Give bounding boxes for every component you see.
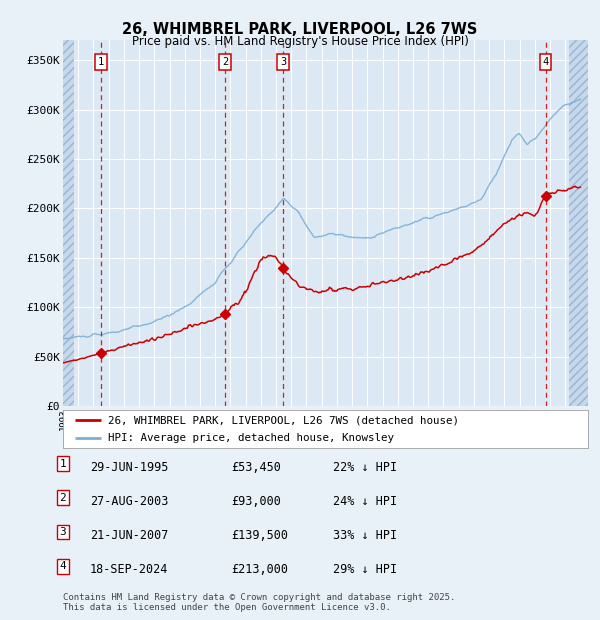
- Text: £139,500: £139,500: [231, 529, 288, 542]
- Text: £93,000: £93,000: [231, 495, 281, 508]
- Text: 29-JUN-1995: 29-JUN-1995: [90, 461, 169, 474]
- Text: 29% ↓ HPI: 29% ↓ HPI: [333, 563, 397, 576]
- Text: 22% ↓ HPI: 22% ↓ HPI: [333, 461, 397, 474]
- Text: 26, WHIMBREL PARK, LIVERPOOL, L26 7WS: 26, WHIMBREL PARK, LIVERPOOL, L26 7WS: [122, 22, 478, 37]
- Text: 3: 3: [280, 57, 286, 67]
- Text: 21-JUN-2007: 21-JUN-2007: [90, 529, 169, 542]
- Text: 18-SEP-2024: 18-SEP-2024: [90, 563, 169, 576]
- Text: 1: 1: [98, 57, 104, 67]
- Text: Price paid vs. HM Land Registry's House Price Index (HPI): Price paid vs. HM Land Registry's House …: [131, 35, 469, 48]
- Text: 33% ↓ HPI: 33% ↓ HPI: [333, 529, 397, 542]
- Text: 26, WHIMBREL PARK, LIVERPOOL, L26 7WS (detached house): 26, WHIMBREL PARK, LIVERPOOL, L26 7WS (d…: [107, 415, 458, 425]
- Text: Contains HM Land Registry data © Crown copyright and database right 2025.
This d: Contains HM Land Registry data © Crown c…: [63, 593, 455, 612]
- Bar: [569, 40, 588, 406]
- Text: 2: 2: [222, 57, 228, 67]
- Text: 24% ↓ HPI: 24% ↓ HPI: [333, 495, 397, 508]
- Text: 4: 4: [59, 561, 67, 571]
- Text: HPI: Average price, detached house, Knowsley: HPI: Average price, detached house, Know…: [107, 433, 394, 443]
- Text: 1: 1: [59, 459, 67, 469]
- Text: 4: 4: [542, 57, 549, 67]
- Text: 2: 2: [59, 493, 67, 503]
- Text: 27-AUG-2003: 27-AUG-2003: [90, 495, 169, 508]
- Text: £53,450: £53,450: [231, 461, 281, 474]
- Text: £213,000: £213,000: [231, 563, 288, 576]
- Text: 3: 3: [59, 527, 67, 537]
- Bar: [63, 40, 74, 406]
